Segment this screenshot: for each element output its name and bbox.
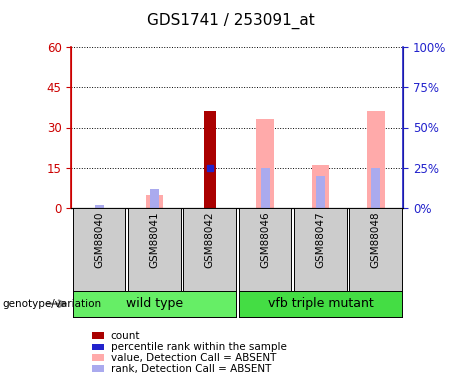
Text: rank, Detection Call = ABSENT: rank, Detection Call = ABSENT [111, 364, 271, 374]
Bar [146, 195, 163, 208]
Bar [316, 176, 325, 208]
Bar [312, 165, 329, 208]
Text: GSM88046: GSM88046 [260, 211, 270, 268]
Text: percentile rank within the sample: percentile rank within the sample [111, 342, 287, 352]
Bar [260, 168, 270, 208]
Text: wild type: wild type [126, 297, 183, 310]
Bar [256, 119, 274, 208]
Bar [150, 189, 159, 208]
Bar [95, 206, 104, 208]
Text: GSM88041: GSM88041 [149, 211, 160, 268]
Text: count: count [111, 331, 140, 340]
Text: GSM88042: GSM88042 [205, 211, 215, 268]
Text: GSM88040: GSM88040 [94, 211, 104, 268]
Bar [371, 168, 380, 208]
Text: value, Detection Call = ABSENT: value, Detection Call = ABSENT [111, 353, 276, 363]
Bar [367, 111, 384, 208]
Bar [204, 111, 216, 208]
Text: GDS1741 / 253091_at: GDS1741 / 253091_at [147, 12, 314, 29]
Text: vfb triple mutant: vfb triple mutant [267, 297, 373, 310]
Text: genotype/variation: genotype/variation [2, 299, 101, 309]
Text: GSM88047: GSM88047 [315, 211, 325, 268]
Text: GSM88048: GSM88048 [371, 211, 381, 268]
